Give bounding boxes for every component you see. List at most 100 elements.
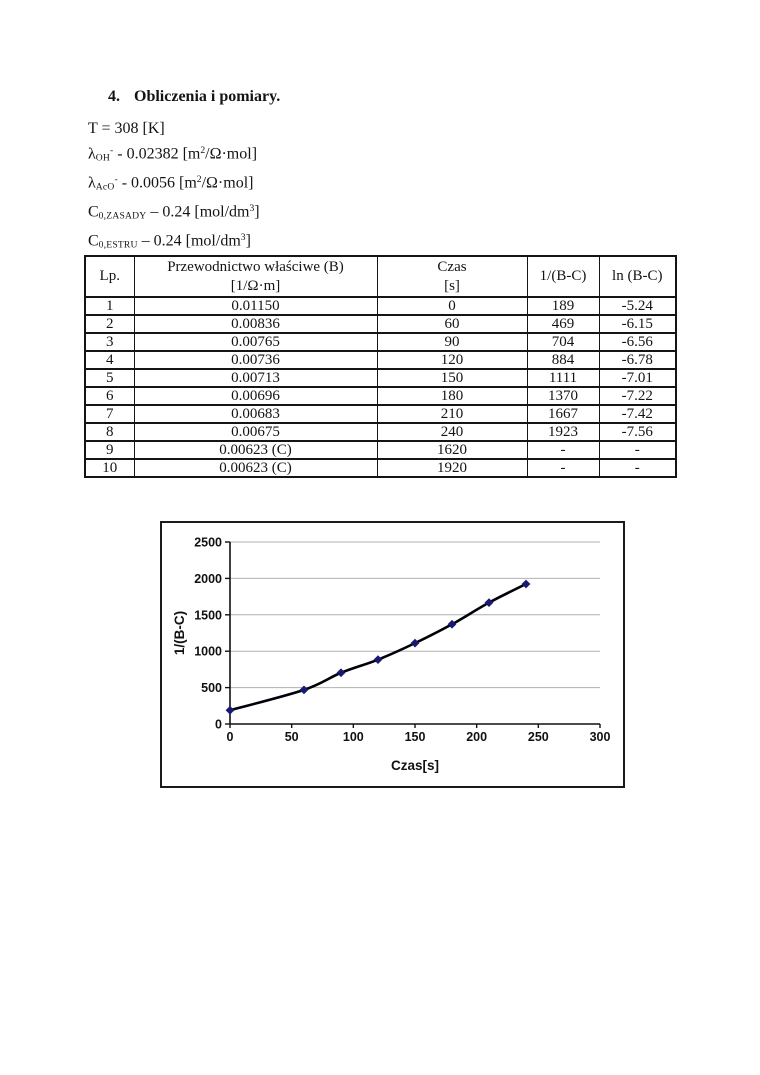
data-point-marker [410, 638, 420, 648]
x-tick-label: 250 [528, 730, 549, 744]
table-cell: 1620 [376, 440, 528, 460]
x-tick-label: 300 [590, 730, 611, 744]
table-cell: 0.00713 [133, 368, 378, 388]
section-heading: 4. Obliczenia i pomiary. [108, 88, 280, 106]
table-cell: -6.56 [598, 332, 677, 352]
table-cell: - [598, 440, 677, 460]
table-cell: - [526, 440, 600, 460]
chart: 0 50 100 150 200 250 300 0 500 1000 1500 2000 2500 Cz… [160, 521, 625, 788]
table-cell: - [526, 458, 600, 478]
table-row: 2 0.00836 60 469 -6.15 [84, 314, 677, 334]
table-row: 7 0.00683 210 1667 -7.42 [84, 404, 677, 424]
x-tick-label: 150 [405, 730, 426, 744]
table-cell: 210 [376, 404, 528, 424]
data-point-marker [521, 579, 531, 589]
table-row: 8 0.00675 240 1923 -7.56 [84, 422, 677, 442]
table-cell: 0.00623 (C) [133, 458, 378, 478]
constants-block: T = 308 [K] λOH- - 0.02382 [m2/Ω·mol] λAcO… [88, 118, 260, 257]
table-cell: 189 [526, 296, 600, 316]
table-cell: 1370 [526, 386, 600, 406]
table-cell: 0 [376, 296, 528, 316]
table-cell: - [598, 458, 677, 478]
table-row: 10 0.00623 (C) 1920- - [84, 458, 677, 478]
constant-line: C0,ZASADY – 0.24 [mol/dm3] [88, 203, 260, 222]
data-point-marker [447, 619, 457, 629]
x-tick-label: 200 [466, 730, 487, 744]
y-tick-label: 2500 [194, 536, 222, 550]
table-cell: -6.78 [598, 350, 677, 370]
constant-line: λOH- - 0.02382 [m2/Ω·mol] [88, 144, 258, 164]
constant-line: λAcO- - 0.0056 [m2/Ω·mol] [88, 173, 254, 193]
table-cell: -7.22 [598, 386, 677, 406]
section-title: Obliczenia i pomiary. [134, 88, 281, 105]
table-cell: 4 [84, 350, 135, 370]
table-body: 1 0.01150 0 189 -5.24 2 0.00836 60 469 -6.15 3 0.00… [84, 296, 677, 478]
table-cell: 5 [84, 368, 135, 388]
table-cell: 150 [376, 368, 528, 388]
table-cell: 0.01150 [133, 296, 378, 316]
table-cell: 10 [84, 458, 135, 478]
table-cell: 8 [84, 422, 135, 442]
table-cell: 7 [84, 404, 135, 424]
y-tick-label: 500 [201, 681, 222, 695]
constant-line: C0,ESTRU – 0.24 [mol/dm3] [88, 232, 251, 251]
table-cell: 0.00623 (C) [133, 440, 378, 460]
x-tick-label: 0 [227, 730, 234, 744]
table-row: 5 0.00713 150 1111 -7.01 [84, 368, 677, 388]
y-tick-label: 0 [215, 718, 222, 732]
table-header-cell: Przewodnictwo właściwe (B) [1/Ω·m] [133, 255, 378, 298]
table-cell: 1667 [526, 404, 600, 424]
data-point-marker [484, 598, 494, 608]
table-cell: 9 [84, 440, 135, 460]
table-cell: 884 [526, 350, 600, 370]
table-cell: 704 [526, 332, 600, 352]
table-cell: 2 [84, 314, 135, 334]
table-cell: 0.00696 [133, 386, 378, 406]
table-cell: 1111 [526, 368, 600, 388]
y-tick-label: 1000 [194, 645, 222, 659]
x-tick-label: 100 [343, 730, 364, 744]
table-row: 6 0.00696 180 1370 -7.22 [84, 386, 677, 406]
table-cell: 180 [376, 386, 528, 406]
table-header-cell: Lp. [84, 255, 135, 298]
table-cell: 0.00683 [133, 404, 378, 424]
table-cell: 1920 [376, 458, 528, 478]
table-cell: 6 [84, 386, 135, 406]
y-tick-label: 1500 [194, 608, 222, 622]
chart-canvas: 0 50 100 150 200 250 300 0 500 1000 1500 2000 2500 Cz… [172, 536, 611, 774]
table-cell: 90 [376, 332, 528, 352]
x-tick-label: 50 [285, 730, 299, 744]
table-cell: 1 [84, 296, 135, 316]
table-row: 9 0.00623 (C) 1620- - [84, 440, 677, 460]
table-cell: 240 [376, 422, 528, 442]
table-cell: 120 [376, 350, 528, 370]
data-point-marker [373, 655, 383, 665]
table-cell: 0.00675 [133, 422, 378, 442]
series-line [229, 582, 527, 712]
data-point-marker [336, 668, 346, 678]
table-header-row: Lp. Przewodnictwo właściwe (B) [1/Ω·m] Czas… [84, 255, 677, 298]
table-cell: 1923 [526, 422, 600, 442]
table-cell: -7.56 [598, 422, 677, 442]
table-cell: 469 [526, 314, 600, 334]
y-axis-title: 1/(B-C) [172, 611, 187, 655]
table-cell: -7.01 [598, 368, 677, 388]
measurements-table: Lp. Przewodnictwo właściwe (B) [1/Ω·m] Czas… [84, 255, 677, 478]
data-point-marker [225, 705, 235, 715]
table-row: 4 0.00736 120 884 -6.78 [84, 350, 677, 370]
table-cell: 0.00765 [133, 332, 378, 352]
table-header-cell: ln (B-C) [598, 255, 677, 298]
table-cell: -6.15 [598, 314, 677, 334]
table-cell: -5.24 [598, 296, 677, 316]
table-row: 3 0.00765 90 704 -6.56 [84, 332, 677, 352]
table-header-cell: Czas [s] [376, 255, 528, 298]
table-cell: 0.00736 [133, 350, 378, 370]
table-cell: 3 [84, 332, 135, 352]
constant-line: T = 308 [K] [88, 120, 165, 137]
table-cell: -7.42 [598, 404, 677, 424]
section-number: 4. [108, 88, 120, 105]
y-tick-label: 2000 [194, 572, 222, 586]
table-cell: 60 [376, 314, 528, 334]
table-row: 1 0.01150 0 189 -5.24 [84, 296, 677, 316]
